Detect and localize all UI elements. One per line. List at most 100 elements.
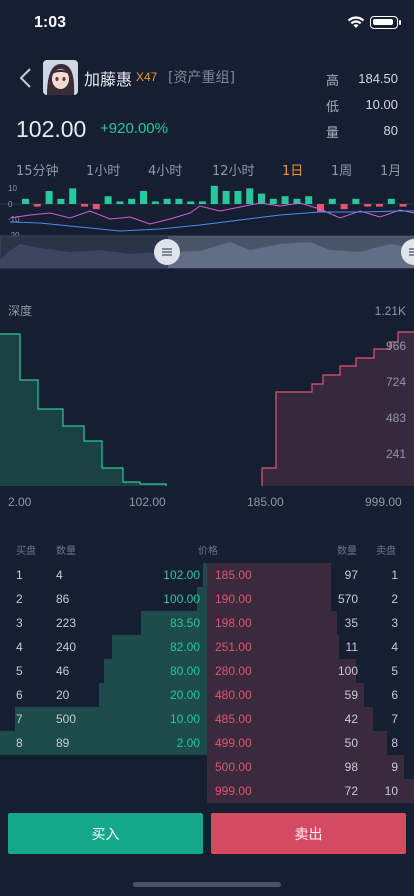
current-price: 102.00 bbox=[16, 116, 87, 142]
ask-index: 4 bbox=[391, 640, 398, 654]
range-window[interactable] bbox=[168, 236, 414, 268]
depth-ytick-966: 966 bbox=[386, 339, 406, 353]
tab-1h[interactable]: 1小时 bbox=[86, 164, 121, 179]
orderbook-row: 999.00 72 10 bbox=[0, 779, 414, 803]
bid-depth-bar bbox=[14, 707, 207, 731]
tab-15min[interactable]: 15分钟 bbox=[16, 164, 59, 179]
tab-1w[interactable]: 1周 bbox=[331, 164, 353, 179]
kline-ylabel-neg10: -10 bbox=[8, 215, 20, 224]
volume-bar bbox=[364, 204, 372, 207]
ask-qty: 570 bbox=[337, 592, 358, 606]
volume-bar bbox=[281, 196, 289, 204]
orderbook-row: 8 89 2.00 499.00 50 8 bbox=[0, 731, 414, 755]
battery-tip bbox=[399, 20, 401, 25]
bid-depth-bar bbox=[196, 587, 207, 611]
ask-qty: 97 bbox=[344, 568, 358, 582]
range-handle-right[interactable] bbox=[401, 239, 414, 265]
orderbook-row: 7 500 10.00 485.00 42 7 bbox=[0, 707, 414, 731]
indicator-line-pink bbox=[9, 202, 414, 225]
volume-bar bbox=[340, 204, 348, 210]
volume-bar bbox=[222, 191, 230, 204]
ask-depth-bar bbox=[207, 731, 388, 755]
volume-bar bbox=[163, 198, 171, 204]
ask-index: 2 bbox=[391, 592, 398, 606]
depth-chart: 966 724 483 241 2.00 102.00 185.00 999.0… bbox=[0, 331, 414, 509]
volume-bar bbox=[175, 198, 183, 204]
buy-button[interactable]: 买入 bbox=[8, 813, 203, 854]
battery-icon bbox=[370, 16, 398, 29]
volume-bar bbox=[258, 193, 265, 204]
low-value: 10.00 bbox=[365, 97, 398, 112]
header-buy-qty: 数量 bbox=[56, 546, 76, 557]
depth-xlabel-min-ask: 185.00 bbox=[247, 495, 284, 509]
volume-bar bbox=[376, 204, 383, 207]
bid-qty: 4 bbox=[56, 568, 63, 582]
volume-label: 量 bbox=[326, 126, 340, 141]
ask-index: 1 bbox=[391, 568, 398, 582]
status-time: 1:03 bbox=[34, 14, 67, 31]
avatar bbox=[43, 60, 78, 95]
bid-price: 2.00 bbox=[176, 736, 200, 750]
ask-qty: 35 bbox=[344, 616, 358, 630]
bid-index: 4 bbox=[16, 640, 23, 654]
tab-12h[interactable]: 12小时 bbox=[212, 164, 255, 179]
bid-index: 6 bbox=[16, 688, 23, 702]
volume-bar bbox=[305, 196, 313, 204]
ask-price: 999.00 bbox=[215, 784, 252, 798]
ask-price: 190.00 bbox=[215, 592, 252, 606]
bid-index: 7 bbox=[16, 712, 23, 726]
sell-button[interactable]: 卖出 bbox=[211, 813, 406, 854]
bid-qty: 500 bbox=[56, 712, 77, 726]
bid-price: 10.00 bbox=[169, 712, 200, 726]
ask-price: 499.00 bbox=[215, 736, 252, 750]
high-label: 高 bbox=[326, 74, 340, 89]
volume-bar bbox=[352, 198, 360, 204]
bid-depth-line bbox=[0, 333, 167, 486]
ask-depth-bar bbox=[207, 587, 332, 611]
interval-tabs: 15分钟 1小时 4小时 12小时 1日 1周 1月 bbox=[0, 160, 414, 179]
depth-title: 深度 bbox=[8, 304, 33, 318]
back-icon[interactable] bbox=[16, 66, 38, 90]
depth-ytick-483: 483 bbox=[386, 411, 406, 425]
bid-qty: 86 bbox=[56, 592, 70, 606]
volume-bar bbox=[69, 188, 77, 204]
bid-depth-bar bbox=[99, 683, 207, 707]
bid-price: 100.00 bbox=[163, 592, 200, 606]
ask-qty: 59 bbox=[344, 688, 358, 702]
volume-bar bbox=[328, 198, 336, 204]
volume-bar bbox=[140, 191, 147, 204]
ask-price: 251.00 bbox=[215, 640, 252, 654]
ask-price: 280.00 bbox=[215, 664, 252, 678]
volume-value: 80 bbox=[383, 123, 398, 138]
volume-bar bbox=[151, 201, 159, 204]
depth-xlabel-min-bid: 2.00 bbox=[8, 495, 32, 509]
kline-ylabel-0: 0 bbox=[8, 200, 13, 209]
ask-qty: 72 bbox=[344, 784, 358, 798]
bid-index: 3 bbox=[16, 616, 23, 630]
depth-ytick-241: 241 bbox=[386, 447, 406, 461]
depth-xlabel-max-ask: 999.00 bbox=[365, 495, 402, 509]
bid-depth-bar bbox=[111, 635, 207, 659]
ask-price: 480.00 bbox=[215, 688, 252, 702]
orderbook-row: 5 46 80.00 280.00 100 5 bbox=[0, 659, 414, 683]
tab-4h[interactable]: 4小时 bbox=[148, 164, 183, 179]
ask-price: 198.00 bbox=[215, 616, 252, 630]
depth-max-label: 1.21K bbox=[374, 304, 406, 318]
tab-1m[interactable]: 1月 bbox=[380, 164, 402, 179]
header-sell-qty: 数量 bbox=[337, 546, 357, 557]
ask-depth-bar bbox=[207, 707, 373, 731]
wifi-icon bbox=[347, 16, 365, 28]
bid-index: 8 bbox=[16, 736, 23, 750]
volume-bar bbox=[293, 198, 301, 204]
volume-bar bbox=[57, 198, 65, 204]
volume-bar bbox=[246, 188, 254, 204]
volume-bar bbox=[399, 204, 407, 207]
bid-price: 20.00 bbox=[169, 688, 200, 702]
tab-1d[interactable]: 1日 bbox=[282, 164, 304, 179]
depth-ytick-724: 724 bbox=[386, 375, 406, 389]
high-value: 184.50 bbox=[358, 71, 398, 86]
ask-index: 5 bbox=[391, 664, 398, 678]
orderbook-row: 500.00 98 9 bbox=[0, 755, 414, 779]
volume-bar bbox=[45, 191, 53, 204]
bid-price: 82.00 bbox=[169, 640, 200, 654]
